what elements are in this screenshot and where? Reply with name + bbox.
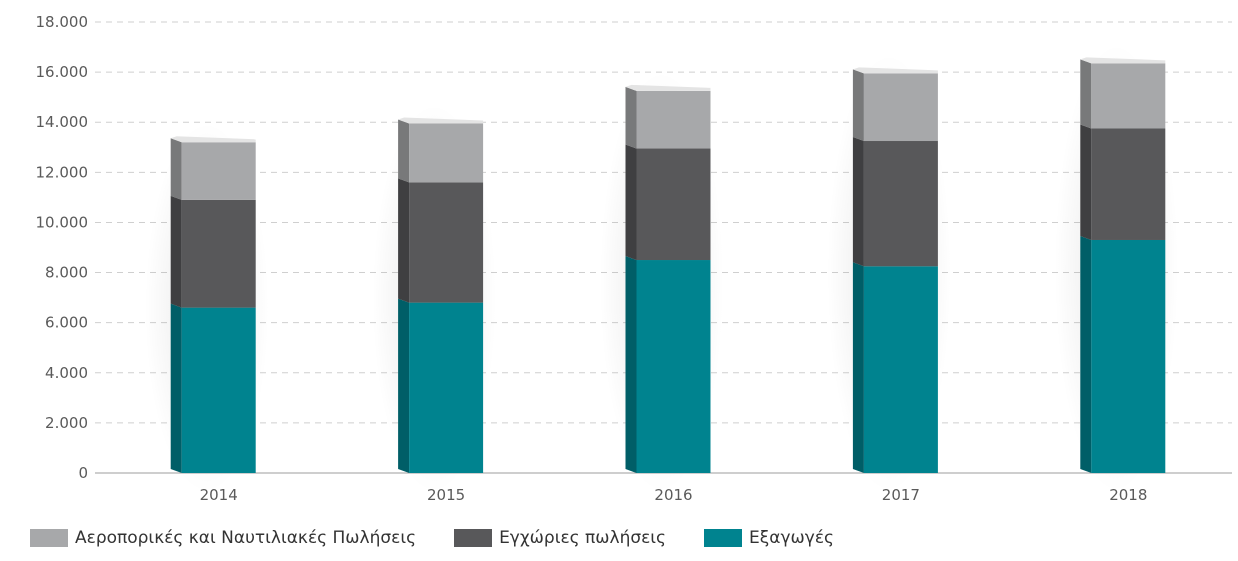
legend-item-domestic: Εγχώριες πωλήσεις [454, 528, 666, 548]
bar-side-2018-1 [1080, 124, 1092, 240]
y-tick-label: 16.000 [36, 63, 89, 81]
bar-top-cap [852, 67, 938, 74]
x-tick-label: 2014 [200, 486, 238, 504]
bar-top-cap [625, 84, 711, 91]
legend-label-exports: Εξαγωγές [749, 528, 834, 548]
gridlines [95, 21, 1232, 474]
bar-segment-2017-2 [863, 73, 938, 142]
bar-top-cap [398, 117, 484, 124]
stacked-bar-chart: 0 2.000 4.000 6.000 8.000 10.000 12.000 14.000 1… [36, 13, 1232, 504]
y-tick-label: 10.000 [36, 213, 89, 231]
bar-side-2016-2 [625, 86, 637, 149]
bar-side-2017-0 [852, 262, 864, 473]
legend-swatch-domestic [454, 529, 493, 547]
y-axis: 0 2.000 4.000 6.000 8.000 10.000 12.000 14.000 1… [36, 13, 89, 482]
legend-item-air-marine: Αεροπορικές και Ναυτιλιακές Πωλήσεις [30, 528, 416, 548]
legend-swatch-air-marine [30, 529, 68, 547]
bar-side-2015-2 [398, 119, 410, 183]
bar-segment-2018-1 [1091, 128, 1166, 240]
y-tick-label: 0 [78, 464, 88, 482]
y-tick-label: 14.000 [36, 113, 89, 131]
bar-segment-2014-1 [181, 199, 256, 308]
bar-side-2016-0 [625, 256, 637, 473]
legend-label-domestic: Εγχώριες πωλήσεις [499, 528, 667, 548]
bar-segment-2017-0 [863, 266, 938, 473]
bar-top-cap [170, 136, 256, 143]
legend: Αεροπορικές και Ναυτιλιακές Πωλήσεις Εγχ… [30, 527, 872, 549]
bar-side-2018-2 [1080, 59, 1092, 129]
y-tick-label: 6.000 [45, 314, 88, 332]
bar-side-2017-1 [852, 137, 864, 267]
legend-label-air-marine: Αεροπορικές και Ναυτιλιακές Πωλήσεις [75, 528, 417, 548]
bar-segment-2015-1 [409, 182, 484, 303]
bar-side-2014-2 [170, 138, 182, 200]
y-tick-label: 2.000 [45, 414, 88, 432]
x-tick-label: 2016 [654, 486, 692, 504]
legend-item-exports: Εξαγωγές [704, 528, 834, 548]
bar-segment-2015-2 [409, 123, 484, 183]
bar-segment-2014-2 [181, 142, 256, 200]
bar-side-2014-0 [170, 303, 182, 473]
bar-side-2017-2 [852, 69, 864, 142]
x-tick-label: 2018 [1109, 486, 1147, 504]
x-tick-label: 2015 [427, 486, 465, 504]
x-axis: 2014 2015 2016 2017 2018 [200, 486, 1148, 504]
bar-side-2018-0 [1080, 235, 1092, 473]
bar-segment-2015-0 [409, 302, 484, 473]
bar-segment-2016-1 [636, 148, 711, 261]
bar-side-2016-1 [625, 144, 637, 261]
bar-side-2015-1 [398, 178, 410, 303]
bar-segment-2018-2 [1091, 63, 1166, 129]
bar-segment-2014-0 [181, 307, 256, 473]
x-tick-label: 2017 [882, 486, 920, 504]
legend-swatch-exports [704, 529, 743, 547]
y-tick-label: 4.000 [45, 364, 88, 382]
y-tick-label: 18.000 [36, 13, 89, 31]
bar-side-2014-1 [170, 195, 182, 308]
y-tick-label: 8.000 [45, 264, 88, 282]
bar-segment-2016-0 [636, 260, 711, 473]
y-tick-label: 12.000 [36, 163, 89, 181]
bars [144, 43, 1179, 494]
bar-top-cap [1080, 57, 1166, 64]
bar-segment-2016-2 [636, 90, 711, 149]
bar-segment-2018-0 [1091, 239, 1166, 473]
bar-segment-2017-1 [863, 141, 938, 267]
bar-side-2015-0 [398, 298, 410, 473]
